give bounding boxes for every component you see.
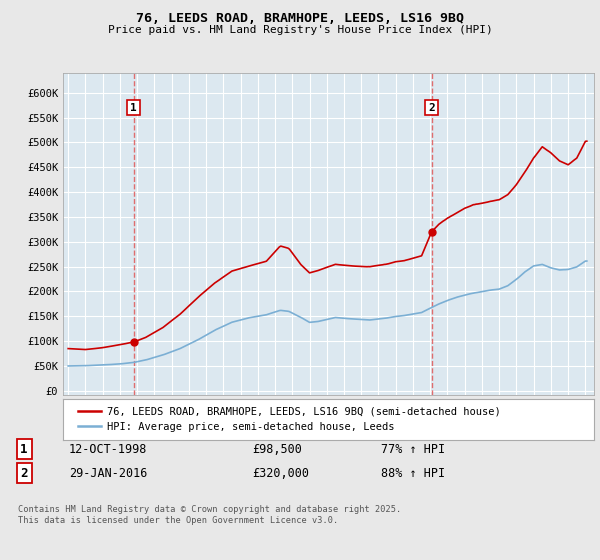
Text: 2: 2 — [20, 466, 28, 480]
Text: £98,500: £98,500 — [252, 442, 302, 456]
Legend: 76, LEEDS ROAD, BRAMHOPE, LEEDS, LS16 9BQ (semi-detached house), HPI: Average pr: 76, LEEDS ROAD, BRAMHOPE, LEEDS, LS16 9B… — [74, 403, 505, 436]
Text: 1: 1 — [130, 102, 137, 113]
Text: 12-OCT-1998: 12-OCT-1998 — [69, 442, 148, 456]
Text: Contains HM Land Registry data © Crown copyright and database right 2025.
This d: Contains HM Land Registry data © Crown c… — [18, 505, 401, 525]
Text: Price paid vs. HM Land Registry's House Price Index (HPI): Price paid vs. HM Land Registry's House … — [107, 25, 493, 35]
Text: 77% ↑ HPI: 77% ↑ HPI — [381, 442, 445, 456]
Text: 2: 2 — [428, 102, 435, 113]
Text: 88% ↑ HPI: 88% ↑ HPI — [381, 466, 445, 480]
Text: 29-JAN-2016: 29-JAN-2016 — [69, 466, 148, 480]
Text: 76, LEEDS ROAD, BRAMHOPE, LEEDS, LS16 9BQ: 76, LEEDS ROAD, BRAMHOPE, LEEDS, LS16 9B… — [136, 12, 464, 25]
Text: £320,000: £320,000 — [252, 466, 309, 480]
Text: 1: 1 — [20, 442, 28, 456]
